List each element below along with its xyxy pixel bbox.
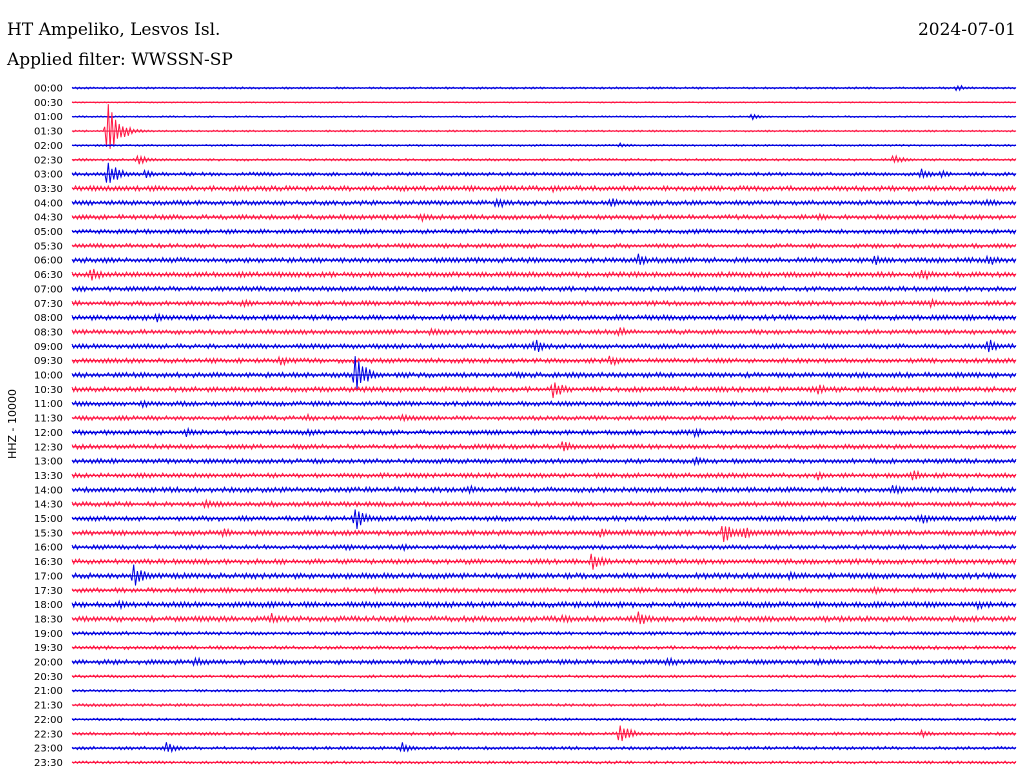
tick-label: 22:00: [34, 715, 63, 726]
trace-group: [71, 84, 1017, 765]
tick-label: 20:30: [34, 672, 63, 683]
tick-label: 05:00: [34, 227, 63, 238]
tick-label: 14:00: [34, 485, 63, 496]
tick-label: 22:30: [34, 729, 63, 740]
tick-label: 10:30: [34, 385, 63, 396]
trace-line: [71, 441, 1017, 452]
tick-label: 00:00: [34, 84, 63, 95]
tick-label: 14:30: [34, 500, 63, 511]
tick-label: 15:00: [34, 514, 63, 525]
tick-label: 16:30: [34, 557, 63, 568]
trace-line: [71, 564, 1017, 586]
tick-label: 07:00: [34, 284, 63, 295]
station-title: HT Ampeliko, Lesvos Isl.: [7, 20, 221, 40]
trace-line: [71, 611, 1017, 625]
tick-label: 17:00: [34, 571, 63, 582]
tick-label: 16:00: [34, 543, 63, 554]
tick-label: 13:30: [34, 471, 63, 482]
tick-label: 03:30: [34, 184, 63, 195]
tick-label: 01:00: [34, 112, 63, 123]
tick-label: 19:30: [34, 643, 63, 654]
tick-label: 01:30: [34, 127, 63, 138]
tick-label: 13:00: [34, 457, 63, 468]
tick-label: 02:00: [34, 141, 63, 152]
tick-label: 23:00: [34, 744, 63, 755]
tick-label: 08:00: [34, 313, 63, 324]
trace-line: [71, 525, 1017, 542]
filter-label: Applied filter: WWSSN-SP: [7, 50, 233, 70]
date-label: 2024-07-01: [917, 20, 1016, 40]
trace-line: [71, 509, 1017, 529]
tick-label: 20:00: [34, 658, 63, 669]
tick-label: 17:30: [34, 586, 63, 597]
trace-line: [71, 228, 1017, 235]
tick-label: 02:30: [34, 155, 63, 166]
trace-line: [71, 104, 1017, 149]
trace-line: [71, 312, 1017, 323]
tick-label: 23:30: [34, 758, 63, 769]
tick-label: 11:00: [34, 399, 63, 410]
trace-line: [71, 585, 1017, 596]
tick-label: 12:30: [34, 442, 63, 453]
tick-label: 09:00: [34, 342, 63, 353]
time-tick-labels: 00:00 00:30 01:00 01:30 02:00 02:30 03:00 03:30…: [34, 84, 63, 769]
tick-label: 21:00: [34, 686, 63, 697]
trace-line: [71, 382, 1017, 399]
trace-line: [71, 326, 1017, 338]
tick-label: 00:30: [34, 98, 63, 109]
tick-label: 04:00: [34, 198, 63, 209]
tick-label: 19:00: [34, 629, 63, 640]
trace-line: [71, 599, 1017, 611]
tick-label: 08:30: [34, 327, 63, 338]
tick-label: 10:00: [34, 371, 63, 382]
tick-label: 09:30: [34, 356, 63, 367]
tick-label: 05:30: [34, 241, 63, 252]
tick-label: 06:30: [34, 270, 63, 281]
trace-line: [71, 543, 1017, 552]
trace-line: [71, 184, 1017, 194]
tick-label: 04:30: [34, 213, 63, 224]
tick-label: 06:00: [34, 256, 63, 267]
tick-label: 18:30: [34, 614, 63, 625]
trace-line: [71, 742, 1017, 754]
trace-line: [71, 162, 1017, 183]
tick-label: 12:00: [34, 428, 63, 439]
trace-line: [71, 484, 1017, 496]
tick-label: 07:30: [34, 299, 63, 310]
channel-label: HHZ - 10000: [6, 389, 19, 459]
trace-line: [71, 253, 1017, 266]
tick-label: 18:00: [34, 600, 63, 611]
tick-label: 21:30: [34, 701, 63, 712]
tick-label: 03:00: [34, 170, 63, 181]
tick-label: 15:30: [34, 528, 63, 539]
tick-label: 11:30: [34, 414, 63, 425]
